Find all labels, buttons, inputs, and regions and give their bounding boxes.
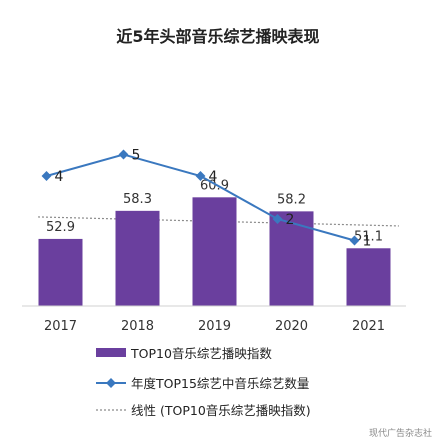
x-tick-2019: 2019 <box>198 319 231 334</box>
count-label-2021: 1 <box>363 234 372 250</box>
chart-title: 近5年头部音乐综艺播映表现 <box>116 27 319 46</box>
x-tick-2020: 2020 <box>275 319 308 334</box>
count-point-2017 <box>41 171 52 181</box>
count-point-2019 <box>195 171 206 181</box>
x-tick-2021: 2021 <box>352 319 385 334</box>
bar-2017 <box>38 238 83 306</box>
count-point-2020 <box>272 214 283 224</box>
count-label-2017: 4 <box>55 169 64 185</box>
count-label-2019: 4 <box>209 169 218 185</box>
legend-bar-label: TOP10音乐综艺播映指数 <box>130 346 272 361</box>
bar-2018 <box>115 210 160 306</box>
count-label-2018: 5 <box>132 148 141 164</box>
bar-2019 <box>192 197 237 306</box>
legend-line-marker <box>106 378 116 388</box>
bar-value-label-2017: 52.9 <box>46 220 75 235</box>
bar-value-label-2019: 60.9 <box>200 178 229 193</box>
bar-value-label-2021: 51.1 <box>354 229 383 244</box>
plot-area: 52.9 58.3 60.9 58.2 51.1 4 5 4 2 1 <box>37 148 400 306</box>
bar-value-label-2020: 58.2 <box>277 192 306 207</box>
x-axis-ticks: 2017 2018 2019 2020 2021 <box>44 319 385 334</box>
x-tick-2017: 2017 <box>44 319 77 334</box>
legend-trend-label: 线性 (TOP10音乐综艺播映指数) <box>131 403 311 418</box>
legend-bar-swatch <box>96 348 126 357</box>
x-tick-2018: 2018 <box>121 319 154 334</box>
watermark: 现代广告杂志社 <box>369 427 432 439</box>
count-point-2021 <box>349 235 360 246</box>
count-point-2018 <box>118 149 129 160</box>
bar-2021 <box>346 248 391 306</box>
bar-value-label-2018: 58.3 <box>123 192 152 207</box>
legend-line-label: 年度TOP15综艺中音乐综艺数量 <box>131 376 309 391</box>
legend: TOP10音乐综艺播映指数 年度TOP15综艺中音乐综艺数量 线性 (TOP10… <box>96 346 311 418</box>
count-label-2020: 2 <box>286 212 295 228</box>
